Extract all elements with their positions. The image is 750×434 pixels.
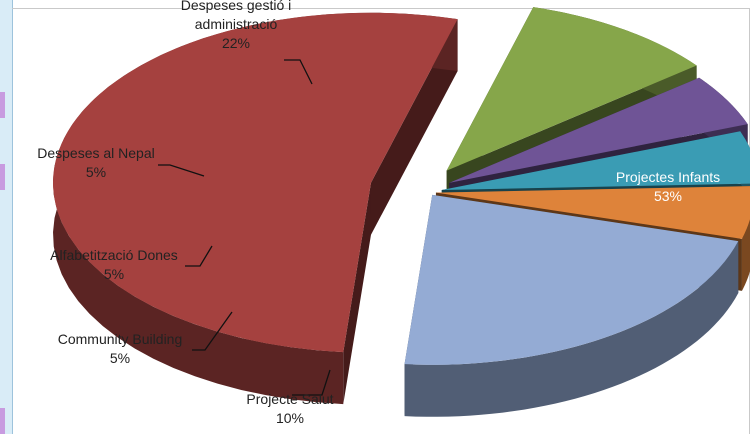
pie-slice-outer-wall (404, 241, 739, 417)
pie-slice-projectes-infants (52, 12, 458, 405)
pie-slice-top (441, 131, 750, 191)
pie-slice-wall (370, 19, 458, 235)
pie-slice-top (435, 186, 750, 239)
left-panel-marker (0, 92, 5, 118)
slice-category-label: Despeses gestió i (181, 0, 292, 13)
chart-frame-top (12, 8, 750, 9)
slice-percent-label: 5% (86, 164, 106, 180)
leader-line (185, 245, 213, 267)
slice-percent-label: 22% (222, 35, 250, 51)
leader-line (158, 164, 205, 177)
slice-category-label: Projecte Salut (246, 391, 333, 407)
pie-slice-top (404, 194, 739, 365)
pie-slice-despeses-gesti-i-administraci- (404, 194, 739, 417)
left-panel-marker (0, 408, 5, 434)
slice-category-label: Projectes Infants (616, 169, 720, 185)
slice-category-label: Community Building (58, 331, 183, 347)
leader-line (284, 59, 313, 85)
slice-category-label: administració (195, 16, 278, 32)
pie-slice-top (446, 7, 697, 171)
pie-slice-wall (343, 182, 371, 405)
slice-category-label: Alfabetització Dones (50, 247, 178, 263)
leader-line (192, 311, 233, 351)
pie-slice-outer-wall (741, 219, 750, 291)
slice-percent-label: 53% (654, 188, 682, 204)
slice-category-label: Despeses al Nepal (37, 145, 155, 161)
slice-percent-label: 5% (110, 350, 130, 366)
leader-line (292, 369, 331, 396)
pie-slice-top (52, 12, 458, 353)
slice-percent-label: 5% (104, 266, 124, 282)
pie-slice-top (449, 77, 748, 183)
slice-percent-label: 10% (276, 410, 304, 426)
left-panel-marker (0, 164, 5, 190)
